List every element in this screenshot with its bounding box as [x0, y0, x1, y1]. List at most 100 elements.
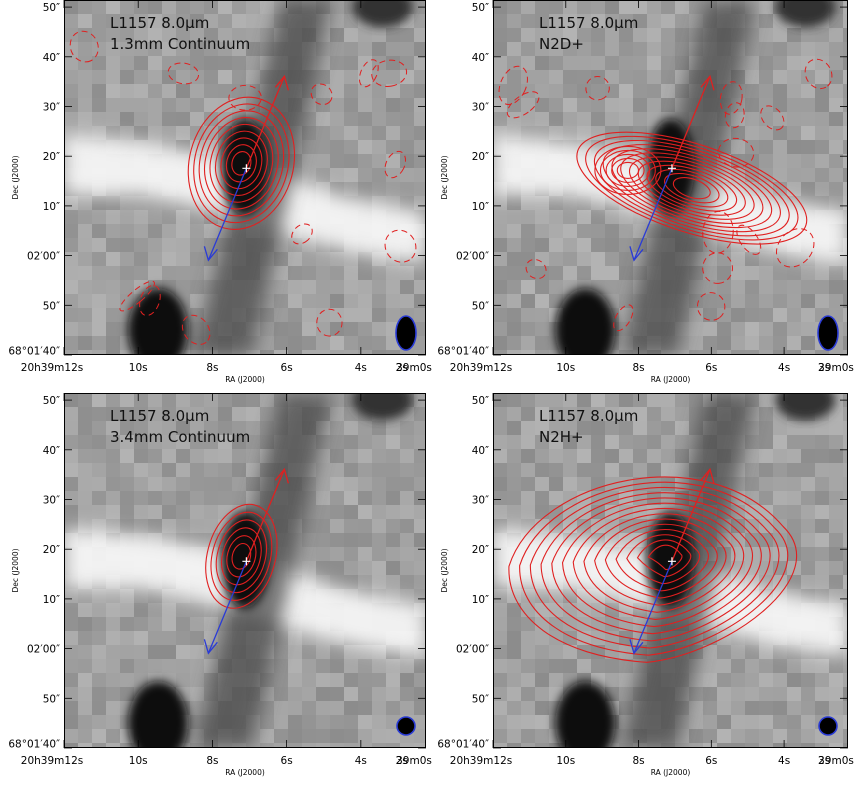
panel-subtitle: 3.4mm Continuum: [110, 428, 250, 446]
y-tick-label: 50″: [43, 2, 60, 14]
dark-core: [646, 118, 695, 215]
redshifted-outflow-arrow: [671, 469, 711, 562]
contour-level: [602, 144, 781, 233]
x-tick-label: 39m0s: [396, 362, 432, 374]
y-tick-label: 50″: [472, 395, 489, 407]
negative-contour: [228, 84, 262, 111]
negative-contour: [139, 284, 161, 317]
y-axis-label: Dec (J2000): [11, 548, 20, 592]
x-tick-label: 39m0s: [396, 755, 432, 767]
x-tick-label: 2s: [396, 755, 408, 767]
negative-contour: [498, 65, 528, 105]
y-tick-label: 10″: [472, 201, 489, 213]
contour-level: [529, 487, 780, 649]
y-axis-label: Dec (J2000): [440, 548, 449, 592]
negative-contour: [316, 308, 343, 337]
negative-contour: [702, 210, 734, 254]
negative-contour: [291, 223, 313, 245]
chart-panel-4: L1157 8.0μm N2H+ 20h39m12s 10s 8s 6s 4s 2s39m0s…: [437, 393, 854, 777]
contour-level: [583, 513, 736, 613]
redshifted-outflow-arrow: [245, 76, 285, 169]
y-tick-label: 68°01′40″: [437, 739, 489, 751]
negative-contour: [736, 224, 762, 255]
protostar-marker: [242, 557, 251, 566]
contours: [508, 476, 798, 663]
blueshifted-outflow-arrow: [633, 561, 673, 654]
x-tick-label: 6s: [705, 755, 717, 767]
x-axis-label: RA (J2000): [225, 375, 265, 384]
axes-frame: [64, 393, 426, 748]
x-tick-label: 39m0s: [818, 362, 854, 374]
y-tick-label: 30″: [43, 495, 60, 507]
x-tick-label: 2s: [818, 362, 830, 374]
negative-contour: [760, 105, 785, 131]
x-tick-label: 8s: [632, 362, 644, 374]
beam-ellipse: [396, 716, 416, 736]
beam-ellipse: [818, 716, 838, 736]
negative-contour: [358, 59, 379, 88]
panel-title: L1157 8.0μm: [110, 407, 209, 425]
blueshifted-outflow-arrow: [633, 168, 673, 261]
contour-level: [599, 149, 656, 191]
negative-contour: [371, 59, 408, 87]
x-tick-label: 39m0s: [818, 755, 854, 767]
y-tick-label: 40″: [43, 52, 60, 64]
contour-level: [593, 139, 790, 237]
x-tick-label: 8s: [206, 755, 218, 767]
beam-ellipse: [395, 315, 417, 351]
contour-level: [611, 148, 773, 229]
y-tick-label: 40″: [472, 52, 489, 64]
y-tick-label: 68°01′40″: [8, 346, 60, 358]
dark-core: [221, 511, 269, 608]
y-axis-label: Dec (J2000): [11, 155, 20, 199]
contour-level: [231, 542, 252, 570]
redshifted-arrowhead: [700, 467, 715, 484]
contour-level: [647, 544, 683, 570]
x-axis-label: RA (J2000): [651, 375, 691, 384]
y-tick-label: 50″: [472, 300, 489, 312]
y-tick-label: 30″: [472, 102, 489, 114]
x-tick-label: 6s: [281, 755, 293, 767]
redshifted-arrowhead: [274, 467, 290, 484]
x-tick-label: 10s: [556, 362, 575, 374]
dark-blob: [128, 681, 189, 748]
negative-contour: [525, 258, 547, 280]
x-tick-label: 20h39m12s: [450, 362, 512, 374]
contour-level: [616, 161, 640, 179]
x-tick-label: 20h39m12s: [21, 755, 83, 767]
negative-contour: [585, 76, 610, 101]
contour-level: [561, 502, 753, 628]
contour-level: [594, 145, 662, 195]
contour-level: [605, 153, 651, 187]
y-tick-label: 68°01′40″: [437, 346, 489, 358]
y-axis-label: Dec (J2000): [440, 155, 449, 199]
x-tick-label: 20h39m12s: [450, 755, 512, 767]
negative-contour: [775, 228, 815, 268]
contour-level: [220, 137, 263, 190]
contour-level: [540, 492, 771, 642]
y-tick-label: 10″: [43, 201, 60, 213]
negative-contour: [69, 30, 99, 63]
negative-contour: [384, 229, 417, 263]
y-tick-label: 10″: [43, 594, 60, 606]
contour-level: [551, 497, 762, 635]
blueshifted-arrowhead: [629, 246, 644, 262]
contour-level: [225, 144, 257, 183]
y-tick-label: 50″: [472, 693, 489, 705]
contour-level: [576, 131, 808, 245]
contour-level: [221, 527, 262, 586]
y-tick-label: 40″: [43, 445, 60, 457]
y-tick-label: 50″: [472, 2, 489, 14]
dark-corner: [775, 393, 836, 421]
redshifted-arrowhead: [274, 74, 290, 91]
negative-contour: [696, 292, 726, 321]
negative-contour: [384, 150, 407, 179]
x-tick-label: 4s: [778, 755, 790, 767]
negative-contour: [167, 62, 200, 85]
negative-contour: [717, 137, 755, 168]
contour-level: [187, 96, 296, 230]
contour-level: [636, 539, 692, 578]
y-tick-label: 02′00″: [456, 644, 489, 656]
y-tick-label: 20″: [43, 544, 60, 556]
y-tick-label: 20″: [472, 544, 489, 556]
